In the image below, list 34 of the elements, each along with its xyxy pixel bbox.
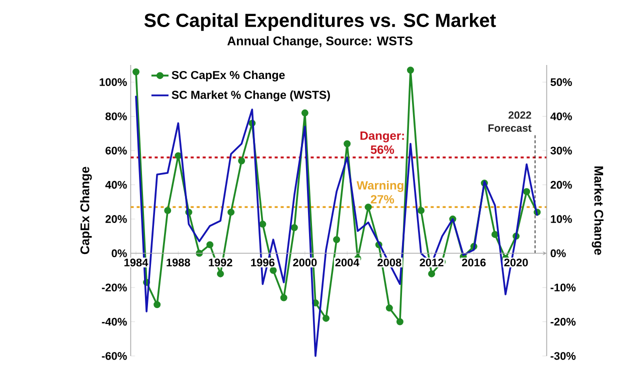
chart-title: SC Capital Expenditures vs. SC Market: [144, 13, 496, 31]
y2-tick-label: -30%: [550, 352, 576, 360]
x-tick-label: 2004: [335, 258, 360, 266]
x-tick-label: 1996: [251, 258, 275, 266]
x-tick-label: 1988: [166, 258, 190, 266]
y-tick-label: 80%: [106, 112, 127, 120]
y-tick-label: 0%: [112, 249, 127, 258]
y-axis-title: CapEx Change: [80, 166, 92, 254]
y2-tick-label: 20%: [550, 180, 572, 189]
x-tick-label: 1984: [124, 258, 148, 266]
y2-tick-label: -20%: [550, 318, 576, 326]
y2-tick-label: 40%: [550, 112, 572, 120]
chart-subtitle: Annual Change, Source: WSTS: [227, 36, 412, 48]
x-tick-label: 2016: [462, 258, 486, 266]
y2-tick-label: 50%: [550, 78, 572, 86]
y-tick-label: -40%: [102, 318, 127, 326]
ref-line-label: Danger: 56%: [360, 132, 404, 154]
ref-line-label: 2022 Forecast: [488, 111, 532, 132]
y2-axis-title: Market Change: [592, 166, 604, 255]
y2-tick-label: -10%: [550, 284, 576, 292]
legend-label: SC Market % Change (WSTS): [172, 90, 330, 102]
y-tick-label: 100%: [100, 78, 127, 86]
y2-tick-label: 30%: [550, 146, 572, 154]
x-tick-label: 2020: [504, 258, 528, 266]
x-tick-label: 2000: [293, 258, 317, 266]
x-tick-label: 1992: [208, 258, 232, 266]
y-tick-label: 20%: [106, 215, 127, 223]
y-tick-label: -20%: [102, 284, 127, 292]
legend-label: SC CapEx % Change: [172, 70, 285, 82]
y2-tick-label: 10%: [550, 215, 572, 223]
y-tick-label: 60%: [106, 146, 127, 154]
y2-tick-label: 0%: [550, 249, 566, 258]
y-tick-label: -60%: [102, 352, 127, 360]
y-tick-label: 40%: [105, 180, 127, 189]
